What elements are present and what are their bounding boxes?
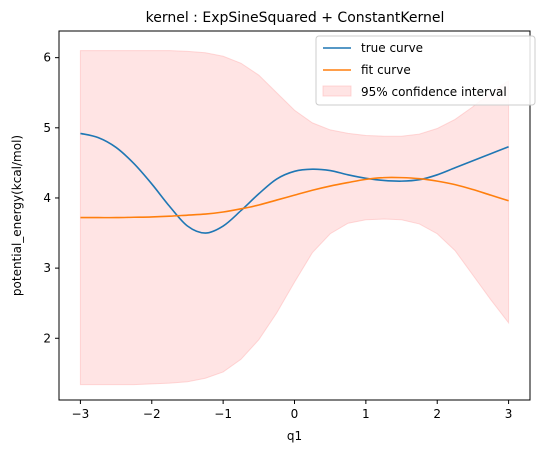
x-axis: −3 −2 −1 0 1 2 3 — [72, 400, 513, 421]
x-tick-label: 2 — [433, 407, 441, 421]
x-tick-label: −1 — [214, 407, 232, 421]
legend-label-true-curve: true curve — [361, 41, 423, 55]
x-tick-label: −2 — [143, 407, 161, 421]
chart-title: kernel : ExpSineSquared + ConstantKernel — [146, 10, 445, 26]
x-tick-label: 0 — [291, 407, 299, 421]
y-tick-label: 2 — [43, 331, 51, 345]
y-axis-label: potential_energy(kcal/mol) — [10, 135, 24, 296]
confidence-band — [79, 50, 510, 386]
series-line-fit-curve — [80, 176, 509, 219]
y-tick-label: 6 — [43, 51, 51, 65]
x-axis-label: q1 — [287, 429, 302, 443]
x-tick-label: −3 — [72, 407, 90, 421]
x-tick-label: 3 — [505, 407, 513, 421]
y-axis: 2 3 4 5 6 — [43, 51, 59, 345]
legend-label-fit-curve: fit curve — [361, 63, 411, 77]
legend-swatch-confidence-interval — [322, 85, 352, 97]
series-line-true-curve — [80, 132, 509, 234]
x-tick-label: 1 — [362, 407, 370, 421]
y-tick-label: 3 — [43, 261, 51, 275]
legend: true curve fit curve 95% confidence inte… — [315, 35, 536, 106]
y-tick-label: 5 — [43, 121, 51, 135]
legend-box — [315, 35, 536, 106]
plot-area — [79, 50, 510, 386]
y-tick-label: 4 — [43, 191, 51, 205]
legend-label-confidence-interval: 95% confidence interval — [361, 85, 507, 99]
